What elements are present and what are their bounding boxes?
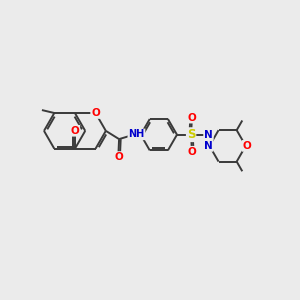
Text: O: O bbox=[91, 108, 100, 118]
Text: N: N bbox=[204, 130, 213, 140]
Text: N: N bbox=[204, 141, 213, 151]
Text: O: O bbox=[70, 126, 79, 136]
Text: O: O bbox=[243, 141, 251, 151]
Text: O: O bbox=[114, 152, 123, 162]
Text: NH: NH bbox=[128, 129, 145, 140]
Text: S: S bbox=[187, 128, 195, 141]
Text: O: O bbox=[187, 147, 196, 157]
Text: O: O bbox=[187, 112, 196, 123]
